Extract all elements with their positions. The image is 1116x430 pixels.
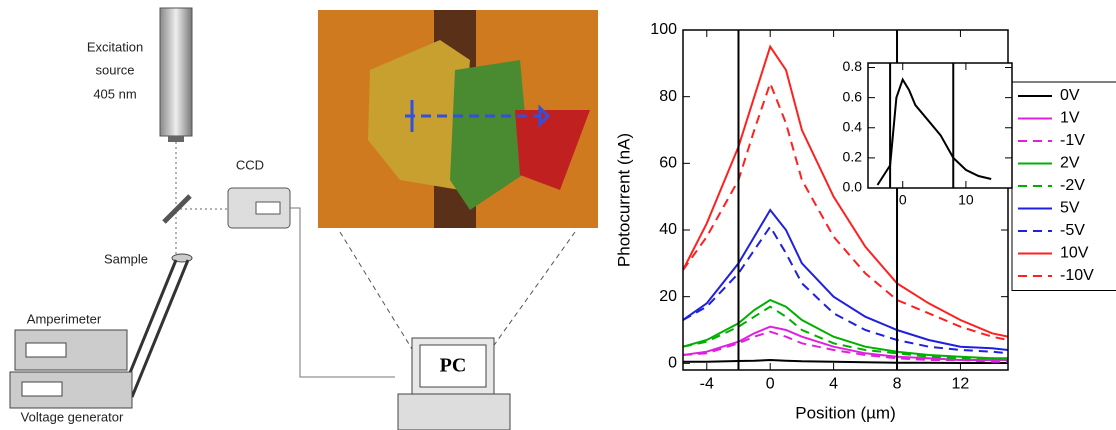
series-line bbox=[683, 224, 1008, 355]
y-tick-label: 0.6 bbox=[843, 88, 863, 104]
pc-screen bbox=[419, 344, 487, 388]
series-group bbox=[876, 77, 992, 186]
x-tick-label: 0 bbox=[766, 376, 775, 393]
plot-frame bbox=[867, 62, 1013, 189]
cable bbox=[290, 207, 395, 378]
x-tick-label: 10 bbox=[958, 191, 974, 207]
display bbox=[21, 381, 63, 397]
label: Sample bbox=[104, 251, 148, 266]
y-tick-label: 20 bbox=[659, 288, 677, 305]
series-group bbox=[683, 44, 1008, 364]
label: Amperimeter bbox=[27, 311, 102, 326]
legend-label: 5V bbox=[1060, 200, 1080, 217]
ccd-screen bbox=[255, 201, 281, 215]
series-line bbox=[876, 77, 992, 186]
y-tick-label: 0.8 bbox=[843, 58, 863, 74]
setup-diagram: Excitation source 405 nm CCD Sample Ampe… bbox=[9, 7, 598, 430]
label: source bbox=[95, 62, 134, 77]
wire bbox=[130, 259, 190, 398]
series-line bbox=[683, 44, 1008, 338]
x-tick-label: 12 bbox=[952, 376, 970, 393]
series-line bbox=[683, 325, 1008, 361]
amperimeter bbox=[14, 329, 128, 371]
y-tick-label: 40 bbox=[659, 221, 677, 238]
x-tick-label: 8 bbox=[893, 376, 902, 393]
x-tick-label: -4 bbox=[700, 376, 714, 393]
series-line bbox=[683, 330, 1008, 363]
flake bbox=[450, 60, 530, 210]
series-line bbox=[683, 208, 1008, 351]
plot-frame bbox=[682, 29, 1009, 371]
legend-box bbox=[1011, 81, 1116, 291]
x-axis-label: Position (µm) bbox=[795, 403, 895, 422]
legend-label: -2V bbox=[1060, 177, 1085, 194]
legend-label: -5V bbox=[1060, 222, 1085, 239]
y-axis-label: Photocurrent (nA) bbox=[614, 133, 633, 267]
y-tick-label: 80 bbox=[659, 88, 677, 105]
beam-splitter bbox=[162, 194, 192, 224]
laser-nozzle bbox=[168, 136, 184, 142]
legend-label: 2V bbox=[1060, 155, 1080, 172]
series-line bbox=[683, 80, 1008, 341]
label: 405 nm bbox=[93, 86, 136, 101]
arrow-head bbox=[538, 104, 551, 128]
legend-label: 1V bbox=[1060, 110, 1080, 127]
legend-label: -1V bbox=[1060, 132, 1085, 149]
pc-keyboard bbox=[397, 393, 511, 430]
label: Excitation bbox=[87, 39, 143, 54]
x-tick-label: 4 bbox=[829, 376, 838, 393]
flake bbox=[515, 110, 590, 190]
zoom-line bbox=[339, 231, 421, 363]
y-tick-label: 0.0 bbox=[843, 179, 863, 195]
display bbox=[25, 342, 67, 358]
series-line bbox=[683, 305, 1008, 361]
legend: 0V 1V -1V 2V -2V 5V -5V 10V -10V bbox=[1011, 81, 1116, 291]
y-tick-label: 0.4 bbox=[843, 118, 863, 134]
label: CCD bbox=[236, 157, 264, 172]
legend-label: 10V bbox=[1060, 245, 1089, 262]
flake bbox=[368, 40, 470, 190]
y-tick-label: 0 bbox=[668, 355, 677, 372]
label: PC bbox=[440, 355, 467, 377]
plot: 0.0 0.2 0.4 0.6 0.8 0 10 bbox=[843, 58, 1013, 207]
legend-label: -10V bbox=[1060, 267, 1094, 284]
plot-area bbox=[868, 63, 1012, 188]
x-tick-label: 0 bbox=[899, 191, 907, 207]
label: Voltage generator bbox=[21, 409, 124, 424]
series-line bbox=[683, 358, 1008, 364]
laser-source bbox=[159, 7, 193, 137]
y-tick-label: 60 bbox=[659, 155, 677, 172]
series-line bbox=[683, 298, 1008, 360]
zoom-line bbox=[481, 231, 576, 363]
legend-label: 0V bbox=[1060, 87, 1080, 104]
wire bbox=[123, 259, 178, 386]
y-tick-label: 0.2 bbox=[843, 149, 863, 165]
y-tick-label: 100 bbox=[650, 21, 677, 38]
